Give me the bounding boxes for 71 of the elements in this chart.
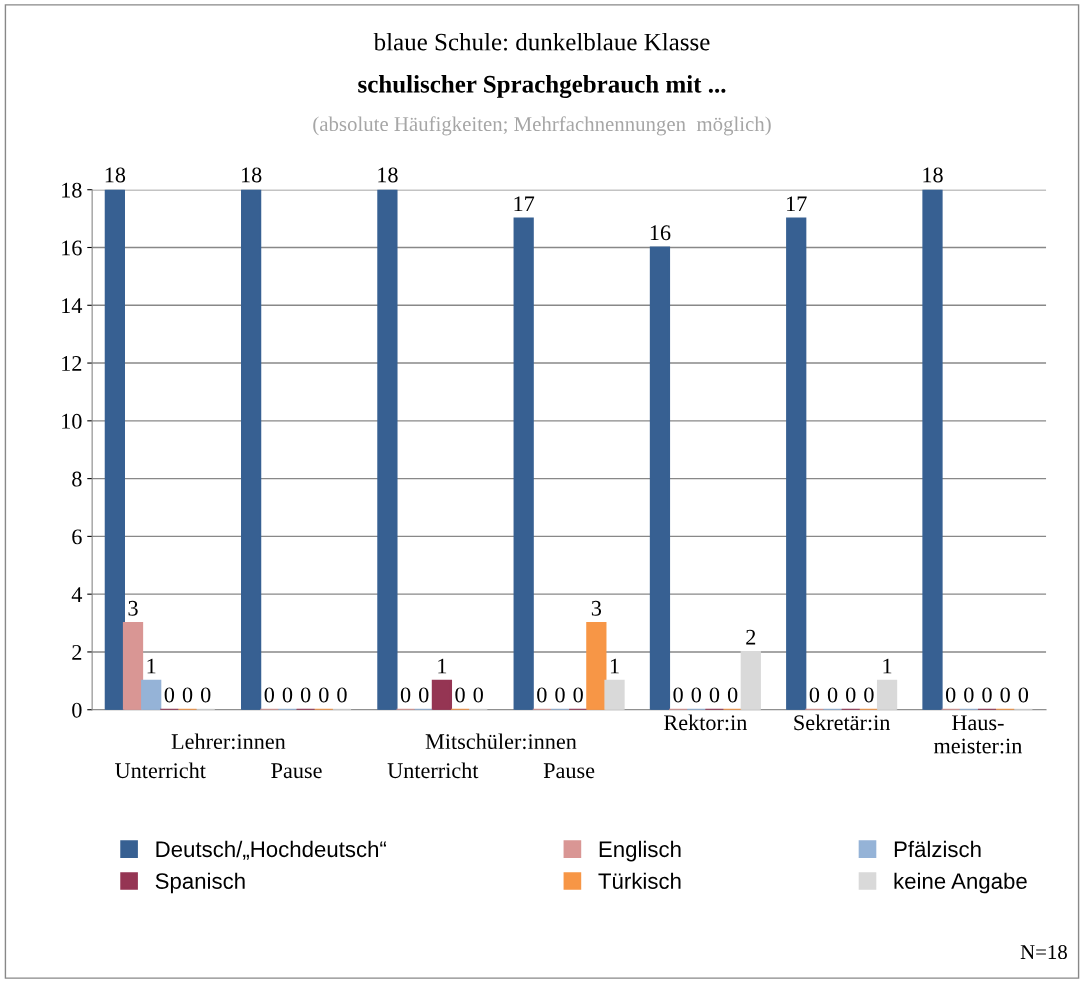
data-label: 0 <box>555 687 565 703</box>
data-label: 3 <box>591 600 602 616</box>
y-tick-label: 2 <box>72 644 82 660</box>
x-tick-label: Haus- meister:in <box>933 715 1023 754</box>
text: N=18 <box>1020 945 1067 960</box>
data-label: 0 <box>1000 687 1010 703</box>
data-label: 0 <box>400 687 411 703</box>
data-label: 0 <box>164 687 175 703</box>
data-label: 18 <box>241 167 262 183</box>
data-label: 0 <box>473 687 483 703</box>
text: Mitschüler:innen <box>425 733 577 750</box>
x-tick-label: Pause <box>543 763 595 779</box>
y-tick-label: 14 <box>62 298 83 313</box>
data-label: 1 <box>438 658 447 674</box>
data-label: 0 <box>673 687 683 703</box>
data-label: 0 <box>1018 687 1029 703</box>
data-label: 0 <box>282 687 293 703</box>
chart-title: blaue Schule: dunkelblaue Klasse <box>373 32 710 51</box>
y-tick-label: 0 <box>72 702 82 718</box>
data-label: 0 <box>691 687 701 703</box>
data-label: 1 <box>610 658 619 674</box>
x-tick-label: Pause <box>271 763 322 779</box>
data-label: 18 <box>923 167 943 183</box>
x-tick-label: Unterricht <box>115 762 206 779</box>
y-tick-label: 6 <box>72 529 82 545</box>
legend-label: Türkisch <box>598 872 681 889</box>
x-tick-label: Sekretär:in <box>794 714 891 731</box>
data-label: 18 <box>378 167 398 183</box>
y-tick-label: 8 <box>72 471 82 487</box>
text: (absolute Häufigkeiten; Mehrfachnennungen möglich) <box>313 116 771 136</box>
data-label: 0 <box>419 687 429 703</box>
data-label: 0 <box>573 687 583 703</box>
data-label: 1 <box>147 658 156 674</box>
data-label: 0 <box>300 687 311 703</box>
data-label: 0 <box>809 687 820 703</box>
data-label: 17 <box>787 196 807 212</box>
legend-label: Deutsch/„Hochdeutsch“ <box>156 840 387 860</box>
data-label: 0 <box>964 687 974 703</box>
data-label: 0 <box>182 687 193 703</box>
data-label: 2 <box>746 629 756 645</box>
text: Lehrer:innen <box>171 733 286 750</box>
data-label: 17 <box>514 196 535 212</box>
data-label: 0 <box>537 687 547 703</box>
data-label: 0 <box>200 687 211 703</box>
data-label: 18 <box>105 167 126 183</box>
y-tick-label: 16 <box>62 240 82 256</box>
y-tick-label: 12 <box>62 356 82 371</box>
data-label: 0 <box>709 687 720 703</box>
y-tick-label: 4 <box>71 587 83 602</box>
data-label: 0 <box>982 687 992 703</box>
data-label: 0 <box>864 687 874 703</box>
legend-label: Englisch <box>599 840 681 862</box>
data-label: 0 <box>727 687 738 703</box>
x-tick-label: Unterricht <box>387 762 479 779</box>
data-label: 1 <box>883 658 892 674</box>
data-label: 3 <box>128 600 138 616</box>
legend-label: keine Angabe <box>894 872 1027 894</box>
legend-label: Pfälzisch <box>894 840 981 858</box>
data-label: 0 <box>264 687 274 703</box>
data-label: 0 <box>945 687 956 703</box>
y-tick-label: 18 <box>62 182 82 198</box>
y-tick-label: 10 <box>62 413 82 429</box>
legend-label: Spanisch <box>155 872 245 894</box>
data-label: 16 <box>650 225 671 241</box>
data-label: 0 <box>846 687 856 703</box>
data-label: 0 <box>455 687 465 703</box>
data-label: 0 <box>337 687 347 703</box>
chart-subtitle: schulischer Sprachgebrauch mit ... <box>358 75 726 98</box>
data-label: 0 <box>827 687 838 703</box>
data-label: 0 <box>319 687 329 703</box>
x-tick-label: Rektor:in <box>664 714 748 731</box>
